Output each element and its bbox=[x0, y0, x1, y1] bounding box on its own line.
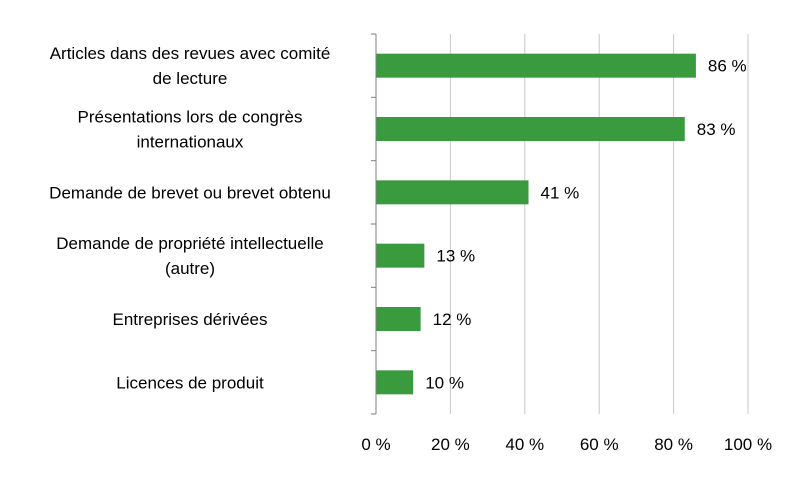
data-label: 12 % bbox=[433, 310, 472, 329]
category-label-line: Entreprises dérivées bbox=[113, 310, 268, 329]
data-label: 86 % bbox=[708, 57, 747, 76]
category-label-line: de lecture bbox=[153, 69, 228, 88]
category-label: Entreprises dérivées bbox=[113, 310, 268, 329]
data-label: 41 % bbox=[541, 183, 580, 202]
category-label: Articles dans des revues avec comité de l… bbox=[50, 44, 331, 88]
category-label-line: Licences de produit bbox=[116, 373, 264, 392]
x-tick-label: 40 % bbox=[505, 435, 544, 454]
category-label: Présentations lors de congrès internation… bbox=[78, 108, 303, 152]
category-label: Demande de propriété intellectuelle (autr… bbox=[56, 234, 323, 278]
category-label-line: internationaux bbox=[137, 133, 244, 152]
x-tick-label: 80 % bbox=[654, 435, 693, 454]
category-label: Licences de produit bbox=[116, 373, 264, 392]
bar bbox=[376, 243, 425, 268]
x-tick-label: 100 % bbox=[724, 435, 772, 454]
category-label-line: Articles dans des revues avec comité bbox=[50, 44, 331, 63]
x-tick-label: 20 % bbox=[431, 435, 470, 454]
x-tick-label: 0 % bbox=[361, 435, 390, 454]
gridlines bbox=[449, 34, 749, 414]
bar bbox=[376, 307, 421, 331]
labels: 0 % 20 % 40 % 60 % 80 % 100 % 86 % Articles dan… bbox=[49, 44, 772, 454]
bar bbox=[376, 370, 414, 395]
data-label: 13 % bbox=[436, 247, 475, 266]
category-label-line: Demande de propriété intellectuelle bbox=[56, 234, 323, 253]
category-label-line: (autre) bbox=[165, 259, 215, 278]
axes bbox=[371, 33, 377, 415]
data-label: 83 % bbox=[697, 120, 736, 139]
category-label-line: Demande de brevet ou brevet obtenu bbox=[49, 183, 331, 202]
category-label-line: Présentations lors de congrès bbox=[78, 108, 303, 127]
x-tick-label: 60 % bbox=[580, 435, 619, 454]
bar bbox=[376, 180, 529, 205]
bar bbox=[376, 53, 696, 78]
category-label: Demande de brevet ou brevet obtenu bbox=[49, 183, 331, 202]
bar bbox=[376, 117, 685, 141]
bars bbox=[376, 53, 696, 395]
data-label: 10 % bbox=[425, 373, 464, 392]
